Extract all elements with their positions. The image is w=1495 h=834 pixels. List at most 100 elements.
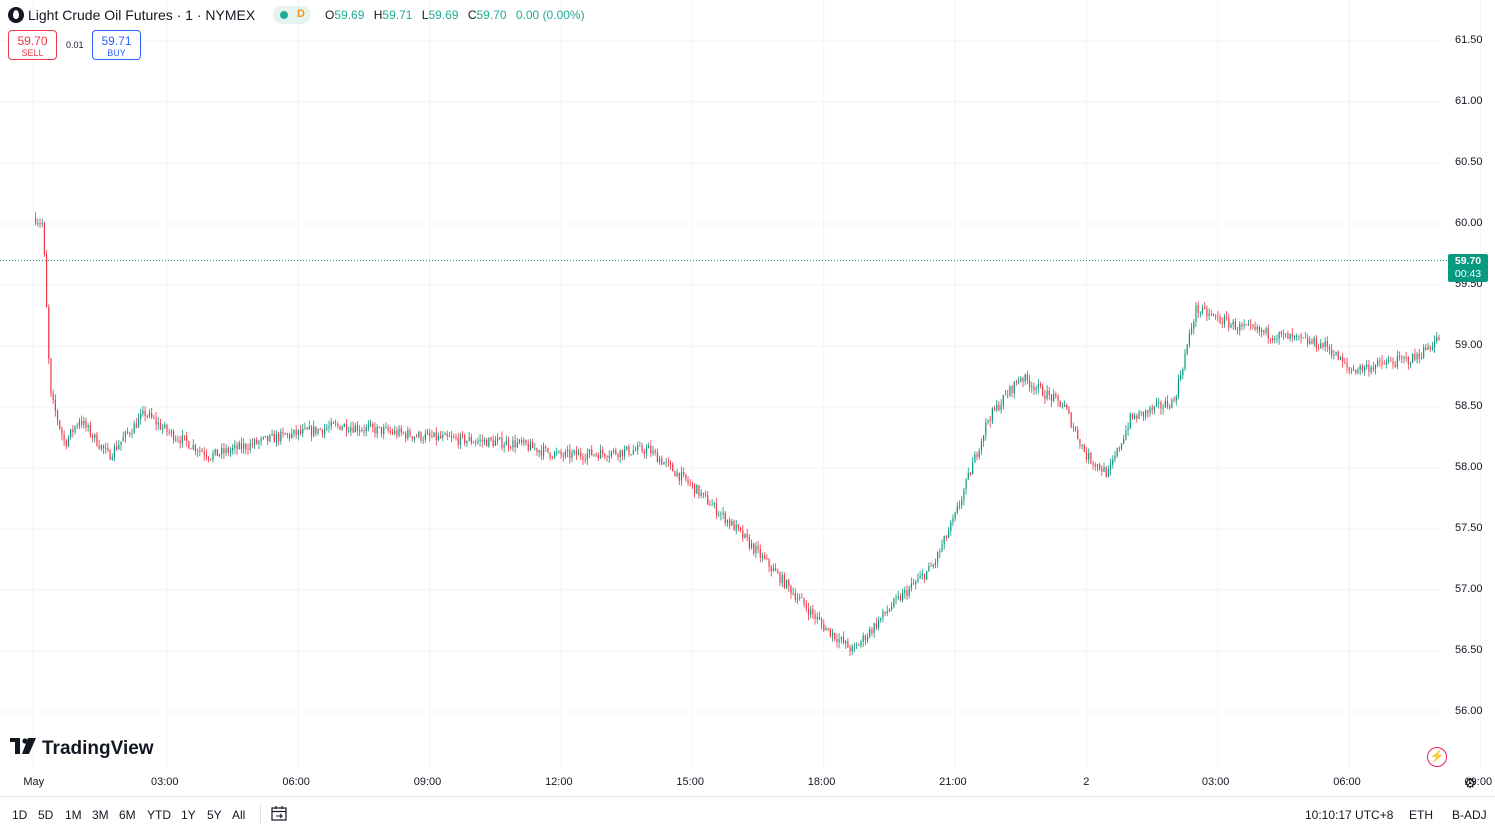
- candle-body: [1112, 459, 1114, 465]
- candle-body: [643, 451, 645, 454]
- candle-body: [1125, 430, 1127, 440]
- time-axis-label: 06:00: [1333, 776, 1361, 788]
- candle-body: [1066, 404, 1068, 409]
- candle-body: [203, 452, 205, 456]
- candle-body: [89, 425, 91, 436]
- candle-body: [1134, 415, 1136, 419]
- candle-body: [595, 454, 597, 456]
- candle-body: [466, 440, 468, 444]
- candle-body: [168, 431, 170, 433]
- tradingview-logo[interactable]: TradingView: [10, 738, 154, 760]
- buy-button[interactable]: 59.71 BUY: [92, 30, 141, 60]
- range-button-all[interactable]: All: [232, 808, 246, 822]
- candle-body: [593, 454, 595, 456]
- candle-body: [1269, 338, 1271, 340]
- session-toggle[interactable]: ETH: [1409, 808, 1433, 822]
- candle-body: [877, 620, 880, 628]
- candle-body: [260, 438, 262, 442]
- candle-body: [1359, 365, 1361, 371]
- market-status-pill[interactable]: [273, 6, 311, 24]
- candle-body: [775, 568, 777, 572]
- candle-body: [1287, 333, 1289, 339]
- candle-body: [613, 449, 615, 452]
- candle-body: [746, 533, 748, 538]
- candle-body: [689, 482, 691, 484]
- candle-body: [939, 551, 941, 553]
- candle-body: [308, 426, 310, 430]
- candle-body: [978, 450, 980, 457]
- candle-body: [186, 436, 188, 442]
- range-button-3m[interactable]: 3M: [92, 808, 109, 822]
- candle-body: [91, 435, 94, 438]
- candle-body: [1230, 324, 1232, 328]
- candle-body: [269, 434, 271, 442]
- candle-body: [1099, 464, 1101, 469]
- candle-body: [744, 533, 746, 538]
- candle-body: [685, 474, 687, 480]
- adjustment-toggle[interactable]: B-ADJ: [1452, 808, 1487, 822]
- candle-body: [790, 585, 792, 594]
- range-button-1d[interactable]: 1D: [12, 808, 28, 822]
- candle-body: [321, 429, 324, 434]
- candle-body: [271, 433, 273, 435]
- toolbar-divider: [260, 804, 261, 824]
- symbol-title[interactable]: Light Crude Oil Futures · 1 · NYMEX: [28, 7, 256, 23]
- candle-body: [836, 638, 838, 643]
- candle-body: [1339, 357, 1342, 361]
- candle-body: [256, 439, 258, 444]
- range-button-5y[interactable]: 5Y: [207, 808, 222, 822]
- range-button-ytd[interactable]: YTD: [147, 808, 171, 822]
- candle-body: [1048, 390, 1050, 395]
- candle-body: [680, 472, 683, 481]
- candle-body: [221, 448, 223, 455]
- calendar-goto-icon[interactable]: [271, 806, 287, 821]
- candle-body: [768, 558, 770, 567]
- clock[interactable]: 10:10:17 UTC+8: [1305, 808, 1394, 822]
- range-button-6m[interactable]: 6M: [119, 808, 136, 822]
- candle-body: [448, 436, 451, 437]
- candle-body: [1079, 439, 1081, 446]
- candle-body: [860, 641, 862, 646]
- settings-icon[interactable]: ⚙: [1464, 775, 1477, 791]
- sell-button[interactable]: 59.70 SELL: [8, 30, 57, 60]
- candle-body: [216, 449, 218, 457]
- candle-body: [1009, 386, 1011, 396]
- range-button-1m[interactable]: 1M: [65, 808, 82, 822]
- candle-body: [823, 623, 825, 631]
- candle-body: [475, 442, 477, 443]
- candle-body: [825, 628, 827, 631]
- candle-body: [455, 437, 457, 439]
- candle-body: [711, 504, 713, 506]
- candle-body: [135, 423, 137, 428]
- candle-body: [983, 435, 985, 441]
- candle-body: [536, 448, 538, 453]
- candle-body: [698, 485, 700, 496]
- candle-body: [669, 462, 672, 465]
- candle-body: [1377, 360, 1379, 366]
- candle-body: [840, 637, 842, 639]
- candle-body: [512, 440, 514, 448]
- candle-body: [52, 393, 54, 400]
- candle-body: [98, 445, 100, 449]
- candle-body: [378, 426, 380, 428]
- candle-body: [451, 436, 453, 438]
- candle-body: [1423, 347, 1425, 358]
- candle-body: [928, 565, 930, 571]
- candle-body: [915, 581, 917, 584]
- candle-body: [630, 454, 632, 455]
- candle-body: [923, 574, 926, 580]
- candle-body: [1088, 452, 1090, 460]
- lightning-icon[interactable]: ⚡: [1427, 747, 1447, 767]
- candle-body: [1326, 341, 1328, 347]
- candle-body: [507, 440, 510, 448]
- candle-body: [514, 440, 516, 448]
- candle-body: [1182, 368, 1184, 376]
- candle-body: [1412, 354, 1414, 363]
- range-button-1y[interactable]: 1Y: [181, 808, 196, 822]
- candle-body: [1381, 360, 1383, 364]
- candle-body: [556, 452, 558, 454]
- candle-body: [1315, 338, 1317, 349]
- range-button-5d[interactable]: 5D: [38, 808, 54, 822]
- candle-body: [1304, 337, 1307, 339]
